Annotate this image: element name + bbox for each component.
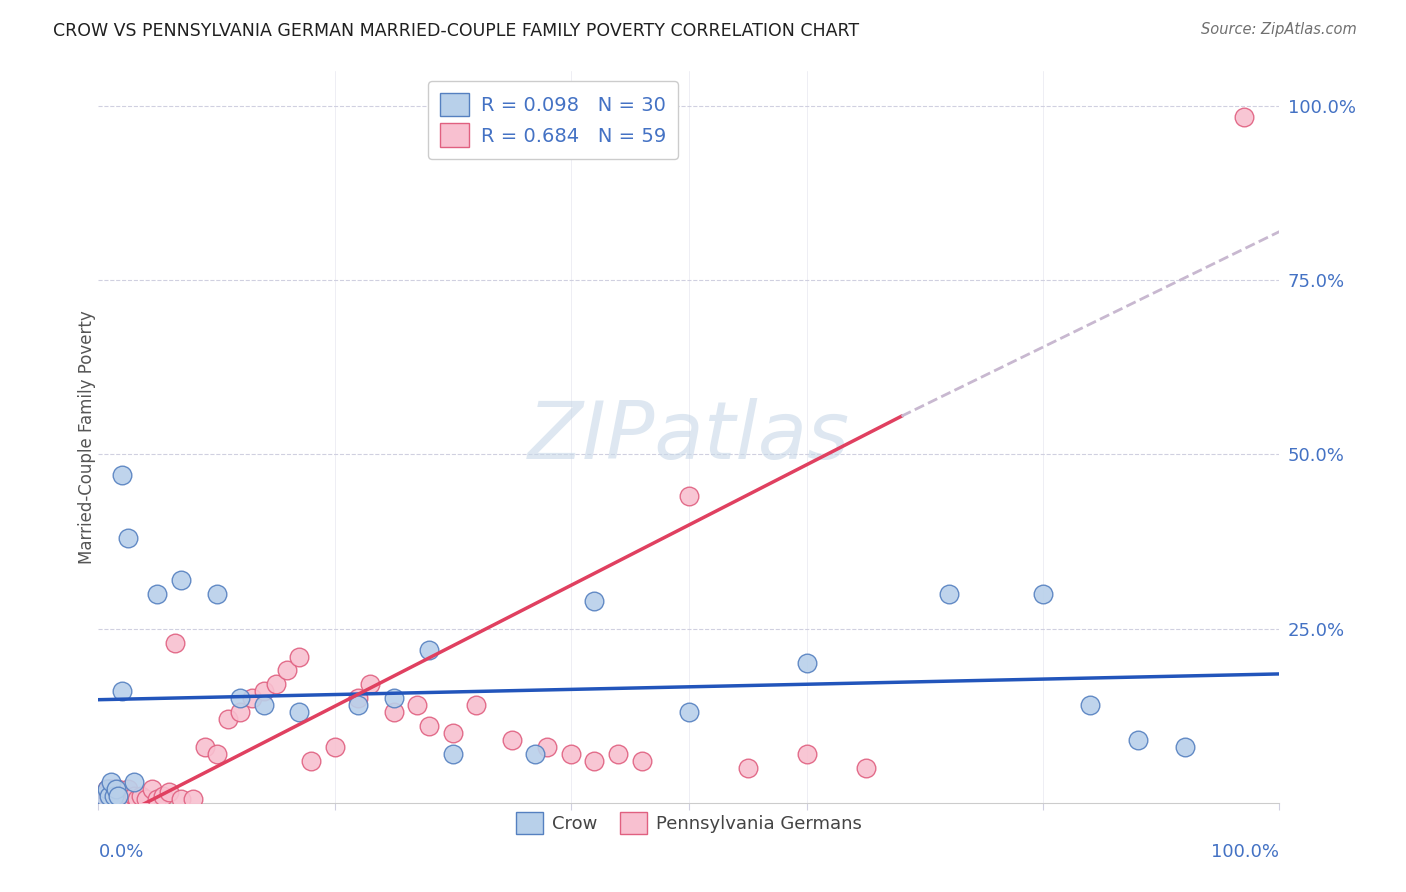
Point <box>264 677 287 691</box>
Point <box>103 789 125 803</box>
Point <box>288 649 311 664</box>
Point <box>607 747 630 761</box>
Text: 0.0%: 0.0% <box>98 843 143 861</box>
Point <box>146 587 169 601</box>
Text: 100.0%: 100.0% <box>1212 843 1279 861</box>
Point <box>93 789 115 803</box>
Point <box>141 781 163 796</box>
Point <box>100 775 122 789</box>
Point <box>583 754 606 768</box>
Point <box>127 792 149 806</box>
Point <box>418 719 440 733</box>
Point <box>91 792 114 806</box>
Point <box>382 705 405 719</box>
Point <box>347 698 370 713</box>
Point <box>94 792 117 806</box>
Y-axis label: Married-Couple Family Poverty: Married-Couple Family Poverty <box>79 310 96 564</box>
Point <box>1174 740 1197 755</box>
Point <box>678 489 700 503</box>
Point <box>105 792 128 806</box>
Point <box>347 691 370 706</box>
Point <box>117 531 139 545</box>
Point <box>441 726 464 740</box>
Text: ZIPatlas: ZIPatlas <box>527 398 851 476</box>
Point <box>111 684 134 698</box>
Point <box>205 587 228 601</box>
Point <box>382 691 405 706</box>
Point <box>796 657 818 671</box>
Point <box>98 789 121 803</box>
Point <box>101 789 124 803</box>
Point <box>465 698 488 713</box>
Point <box>205 747 228 761</box>
Point <box>122 775 145 789</box>
Point <box>98 781 121 796</box>
Point <box>117 781 139 796</box>
Point <box>105 789 128 803</box>
Legend: Crow, Pennsylvania Germans: Crow, Pennsylvania Germans <box>509 805 869 841</box>
Point <box>229 705 252 719</box>
Point <box>240 691 263 706</box>
Point <box>108 792 131 806</box>
Point <box>359 677 381 691</box>
Point <box>288 705 311 719</box>
Point <box>796 747 818 761</box>
Point <box>100 781 122 796</box>
Point <box>441 747 464 761</box>
Point <box>103 781 125 796</box>
Point <box>170 792 193 806</box>
Point <box>96 781 118 796</box>
Point <box>253 684 276 698</box>
Point <box>406 698 429 713</box>
Point <box>229 691 252 706</box>
Point <box>536 740 558 755</box>
Point <box>418 642 440 657</box>
Point <box>107 789 129 803</box>
Point <box>181 792 204 806</box>
Text: CROW VS PENNSYLVANIA GERMAN MARRIED-COUPLE FAMILY POVERTY CORRELATION CHART: CROW VS PENNSYLVANIA GERMAN MARRIED-COUP… <box>53 22 859 40</box>
Point <box>129 789 152 803</box>
Point <box>111 789 134 803</box>
Point <box>560 747 582 761</box>
Point <box>122 789 145 803</box>
Point <box>630 754 652 768</box>
Point <box>1032 587 1054 601</box>
Point <box>111 468 134 483</box>
Point <box>855 761 877 775</box>
Point <box>157 785 180 799</box>
Point <box>152 789 174 803</box>
Point <box>107 781 129 796</box>
Point <box>96 781 118 796</box>
Point <box>253 698 276 713</box>
Point <box>194 740 217 755</box>
Point <box>170 573 193 587</box>
Point <box>323 740 346 755</box>
Point <box>524 747 547 761</box>
Point <box>135 792 157 806</box>
Point <box>217 712 239 726</box>
Point <box>165 635 187 649</box>
Point <box>97 789 120 803</box>
Point <box>737 761 759 775</box>
Point <box>1233 110 1256 124</box>
Point <box>276 664 298 678</box>
Point <box>678 705 700 719</box>
Point <box>1080 698 1102 713</box>
Point <box>938 587 960 601</box>
Point <box>583 594 606 608</box>
Point <box>1126 733 1149 747</box>
Point <box>112 792 135 806</box>
Point <box>299 754 322 768</box>
Point <box>105 781 128 796</box>
Point <box>121 792 143 806</box>
Point <box>98 789 121 803</box>
Text: Source: ZipAtlas.com: Source: ZipAtlas.com <box>1201 22 1357 37</box>
Point <box>104 792 127 806</box>
Point <box>146 792 169 806</box>
Point <box>93 789 115 803</box>
Point <box>501 733 523 747</box>
